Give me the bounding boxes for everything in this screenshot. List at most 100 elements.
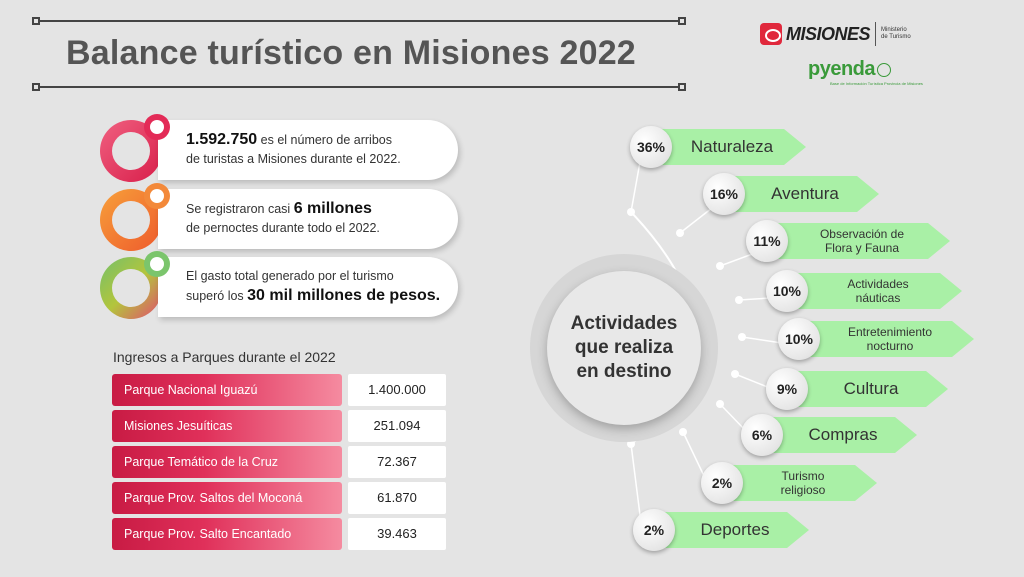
park-name: Parque Temático de la Cruz: [112, 446, 342, 478]
stat-pill: 1.592.750 es el número de arribos de tur…: [158, 120, 458, 180]
center-line: Actividades: [570, 313, 678, 334]
activity-label-line: Entretenimiento: [847, 325, 933, 339]
stat-spending: El gasto total generado por el turismo s…: [100, 251, 460, 319]
frame-corner: [32, 83, 40, 91]
misiones-wordmark: MISIONES: [786, 23, 871, 44]
dot-icon: [144, 251, 170, 277]
activity-tag: Naturaleza: [654, 129, 806, 165]
connector-line: [682, 431, 706, 479]
park-value: 72.367: [348, 446, 446, 478]
frame-top-line: [36, 20, 682, 22]
stat-highlight: 6 millones: [293, 200, 372, 217]
stat-overnights: Se registraron casi 6 millones de pernoc…: [100, 183, 460, 251]
activity-label: Aventura: [771, 184, 839, 203]
pyenda-logo: pyenda Base de Información Turística Pro…: [808, 58, 923, 86]
globe-icon: [877, 63, 892, 77]
activity-tag: Deportes: [657, 512, 809, 548]
frame-bottom-line: [36, 86, 682, 88]
misiones-badge-icon: [760, 23, 782, 45]
park-name: Parque Nacional Iguazú: [112, 374, 342, 406]
frame-corner: [678, 83, 686, 91]
activity-tag: Entretenimiento nocturno: [802, 321, 974, 357]
table-row: Parque Nacional Iguazú 1.400.000: [112, 374, 446, 406]
activity-label: Observación de Flora y Fauna: [820, 227, 904, 255]
stat-pill: Se registraron casi 6 millones de pernoc…: [158, 189, 458, 249]
table-row: Parque Prov. Salto Encantado 39.463: [112, 518, 446, 550]
center-line: que realiza: [574, 337, 674, 358]
logo-divider: [875, 22, 877, 46]
ministry-line-2: de Turismo: [881, 34, 911, 40]
ministry-line-1: Ministerio: [881, 27, 907, 33]
parks-title: Ingresos a Parques durante el 2022: [113, 349, 336, 365]
connector-line: [630, 161, 641, 213]
park-value: 61.870: [348, 482, 446, 514]
park-name: Misiones Jesuíticas: [112, 410, 342, 442]
activity-label-line: Flora y Fauna: [824, 241, 900, 255]
connector-node: [676, 229, 684, 237]
page-title: Balance turístico en Misiones 2022: [66, 34, 636, 72]
activity-tag: Turismo religioso: [725, 465, 877, 501]
ministry-label: Ministerio de Turismo: [881, 27, 911, 41]
connector-node: [627, 208, 635, 216]
activity-tag: Actividades náuticas: [790, 273, 962, 309]
stat-text: es el número de arribos: [257, 133, 392, 147]
activity-tag: Observación de Flora y Fauna: [770, 223, 950, 259]
frame-corner: [678, 17, 686, 25]
stat-text: de turistas a Misiones durante el 2022.: [186, 152, 401, 166]
pyenda-wordmark: pyenda: [808, 58, 876, 80]
connector-line: [679, 207, 713, 234]
connector-line: [719, 252, 756, 267]
activity-label: Deportes: [700, 520, 770, 539]
center-line: en destino: [576, 361, 672, 382]
stat-pill: El gasto total generado por el turismo s…: [158, 257, 458, 317]
activity-label-line: religioso: [780, 483, 826, 497]
activity-percent: 10%: [766, 270, 808, 312]
connector-line: [630, 443, 641, 516]
misiones-logo: MISIONES Ministerio de Turismo: [760, 22, 911, 46]
stat-text: superó los: [186, 289, 248, 303]
ring-icon: [100, 257, 162, 319]
park-name: Parque Prov. Salto Encantado: [112, 518, 342, 550]
connector-node: [735, 296, 743, 304]
stat-highlight: 30 mil millones de pesos.: [247, 287, 441, 304]
stat-text: El gasto total generado por el turismo: [186, 269, 394, 283]
connector-line: [741, 336, 783, 344]
activity-tag: Aventura: [727, 176, 879, 212]
activity-label: Turismo religioso: [781, 469, 826, 497]
ring-icon: [100, 189, 162, 251]
connector-line: [719, 403, 746, 431]
table-row: Parque Temático de la Cruz 72.367: [112, 446, 446, 478]
activity-percent: 6%: [741, 414, 783, 456]
activity-percent: 9%: [766, 368, 808, 410]
activity-percent: 2%: [633, 509, 675, 551]
connector-node: [716, 262, 724, 270]
activity-tag: Cultura: [790, 371, 948, 407]
activity-percent: 11%: [746, 220, 788, 262]
connector-node: [738, 333, 746, 341]
connector-node: [679, 428, 687, 436]
park-name: Parque Prov. Saltos del Moconá: [112, 482, 342, 514]
activity-percent: 16%: [703, 173, 745, 215]
activity-percent: 36%: [630, 126, 672, 168]
activity-label: Actividades náuticas: [847, 277, 908, 305]
connector-node: [731, 370, 739, 378]
connector-line: [738, 297, 771, 301]
center-label: Actividades que realiza en destino: [571, 312, 678, 384]
activity-percent: 10%: [778, 318, 820, 360]
activity-label-line: Actividades: [847, 277, 909, 291]
title-frame: Balance turístico en Misiones 2022: [32, 17, 686, 91]
activity-label: Naturaleza: [690, 137, 774, 156]
dot-icon: [144, 183, 170, 209]
pyenda-tagline: Base de Información Turística Provincia …: [830, 81, 923, 86]
park-value: 251.094: [348, 410, 446, 442]
activity-label: Cultura: [843, 379, 899, 398]
activity-tag: Compras: [765, 417, 917, 453]
activity-percent: 2%: [701, 462, 743, 504]
activities-center: Actividades que realiza en destino: [547, 271, 701, 425]
park-value: 1.400.000: [348, 374, 446, 406]
stat-arrivals: 1.592.750 es el número de arribos de tur…: [100, 114, 460, 182]
frame-corner: [32, 17, 40, 25]
activity-label-line: Observación de: [819, 227, 905, 241]
table-row: Parque Prov. Saltos del Moconá 61.870: [112, 482, 446, 514]
activity-label: Compras: [808, 425, 878, 444]
